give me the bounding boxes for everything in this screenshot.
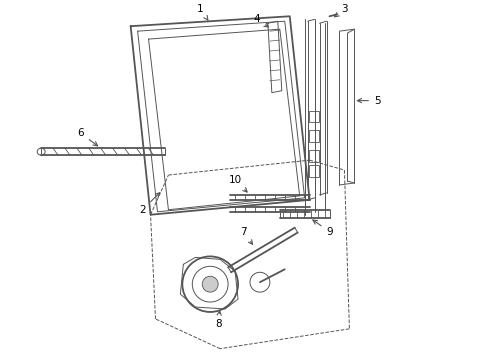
Bar bbox=[308, 130, 318, 142]
Bar bbox=[308, 150, 318, 162]
Text: 10: 10 bbox=[228, 175, 246, 192]
Text: 1: 1 bbox=[197, 4, 207, 20]
Text: 7: 7 bbox=[239, 226, 252, 244]
Text: 2: 2 bbox=[139, 193, 159, 215]
Bar bbox=[308, 165, 318, 177]
Text: 5: 5 bbox=[357, 96, 380, 105]
Text: 4: 4 bbox=[253, 14, 268, 27]
Text: 9: 9 bbox=[312, 220, 332, 237]
Circle shape bbox=[202, 276, 218, 292]
Text: 6: 6 bbox=[78, 129, 98, 146]
Text: 8: 8 bbox=[214, 311, 221, 329]
Bar bbox=[308, 111, 318, 122]
Text: 3: 3 bbox=[334, 4, 347, 17]
